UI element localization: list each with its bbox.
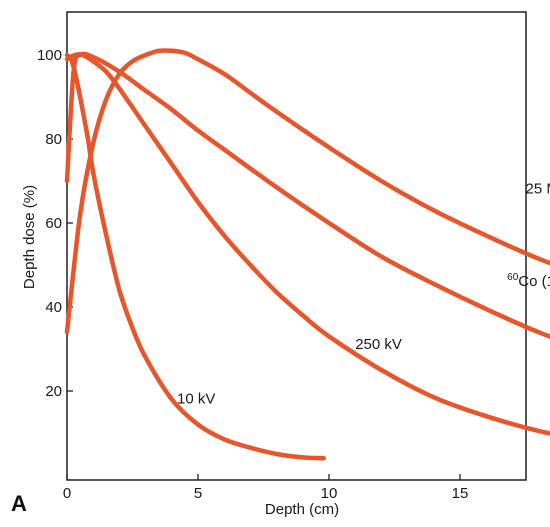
y-tick-label: 60: [45, 215, 62, 232]
tick-labels: 05101520253020406080100: [37, 47, 469, 502]
series-label: 250 kV: [355, 336, 402, 353]
curves-layer: [64, 48, 550, 461]
y-tick-label: 80: [45, 131, 62, 148]
plot-axes: [66, 11, 527, 481]
series-label: 10 kV: [177, 391, 215, 408]
series-label: 60Co (1.25 MeV): [507, 272, 550, 290]
x-tick-label: 15: [452, 485, 469, 502]
series-label: 25 MeV: [526, 181, 550, 198]
y-tick-label: 40: [45, 299, 62, 316]
y-axis-title: Depth dose (%): [21, 185, 38, 289]
curve-25-mev: [64, 48, 550, 335]
y-tick-label: 20: [45, 383, 62, 400]
x-tick-label: 5: [194, 485, 202, 502]
curve-co-1-25-mev: [64, 51, 550, 340]
curve-250-kv: [64, 52, 550, 436]
x-tick-label: 0: [63, 485, 71, 502]
x-axis-title: Depth (cm): [265, 501, 339, 518]
series-labels: 10 kV 250 kV 60Co (1.25 MeV) 25 MeV: [177, 181, 550, 408]
x-tick-label: 10: [321, 485, 338, 502]
y-tick-label: 100: [37, 47, 62, 64]
panel-label: A: [11, 491, 27, 516]
curve-10-kv: [64, 52, 327, 461]
plot-frame: [66, 11, 527, 481]
